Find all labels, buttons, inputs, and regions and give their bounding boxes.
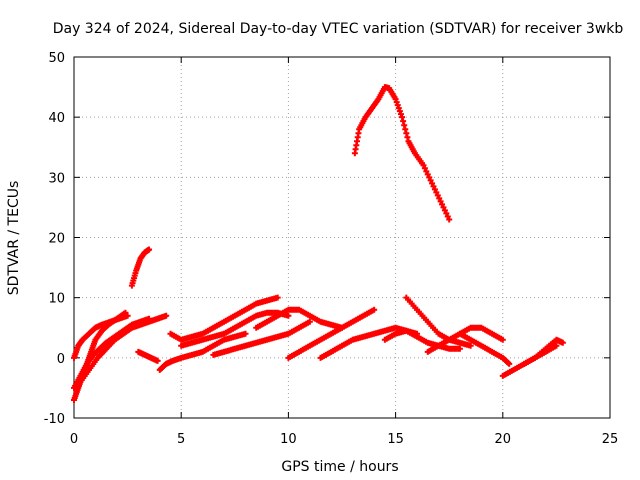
y-axis-label: SDTVAR / TECUs: [6, 181, 22, 296]
data-point: [396, 108, 403, 115]
series-arc-j: [253, 306, 345, 331]
series-arc-early-rise: [128, 246, 153, 289]
x-tick-label: 15: [387, 432, 404, 447]
x-tick-label: 20: [495, 432, 512, 447]
series-arc-c: [77, 312, 170, 385]
x-tick-label: 5: [177, 432, 185, 447]
data-point: [242, 330, 249, 337]
data-point: [433, 189, 440, 196]
axis-ticks: 0 5 10 15 20 25 -10 0 10 20 30 40 50: [44, 51, 619, 447]
data-point: [437, 198, 444, 205]
data-point: [436, 195, 443, 202]
data-point: [399, 114, 406, 121]
y-tick-label: -10: [44, 412, 65, 427]
x-tick-label: 0: [70, 432, 78, 447]
data-point: [427, 177, 434, 184]
y-tick-label: 20: [48, 232, 65, 247]
series-arc-p: [456, 330, 513, 367]
series-arc-o: [424, 324, 506, 355]
series-arc-e: [135, 348, 161, 364]
data-point: [431, 186, 438, 193]
data-point: [559, 339, 566, 346]
data-point: [395, 105, 402, 112]
y-tick-label: 40: [48, 111, 65, 126]
chart-title: Day 324 of 2024, Sidereal Day-to-day VTE…: [53, 21, 624, 37]
x-axis-label: GPS time / hours: [281, 459, 398, 475]
data-point: [430, 183, 437, 190]
y-tick-label: 50: [48, 51, 65, 66]
data-point: [371, 306, 378, 313]
data-point: [441, 207, 448, 214]
data-points: [71, 84, 566, 403]
data-point: [163, 312, 170, 319]
series-arc-n: [403, 294, 474, 349]
data-point: [423, 168, 430, 175]
data-point: [443, 210, 450, 217]
data-point: [394, 102, 401, 109]
series-arc-r: [521, 336, 566, 367]
data-point: [401, 122, 408, 129]
data-point: [420, 162, 427, 169]
x-tick-label: 25: [602, 432, 619, 447]
data-point: [444, 213, 451, 220]
data-point: [306, 318, 313, 325]
data-point: [397, 111, 404, 118]
series-arc-high-peak: [351, 84, 453, 223]
data-point: [146, 246, 153, 253]
y-tick-label: 0: [57, 352, 65, 367]
data-point: [403, 130, 410, 137]
data-point: [400, 118, 407, 125]
x-tick-label: 10: [280, 432, 297, 447]
data-point: [456, 345, 463, 352]
y-tick-label: 30: [48, 171, 65, 186]
data-point: [274, 294, 281, 301]
y-tick-label: 10: [48, 292, 65, 307]
data-point: [285, 312, 292, 319]
data-point: [429, 180, 436, 187]
grid-lines: [74, 57, 610, 418]
data-point: [506, 360, 513, 367]
data-point: [421, 165, 428, 172]
data-point: [426, 174, 433, 181]
data-point: [434, 192, 441, 199]
data-point: [499, 336, 506, 343]
data-point: [439, 201, 446, 208]
series-arc-f: [156, 330, 249, 373]
data-point: [393, 99, 400, 106]
data-point: [402, 126, 409, 133]
data-point: [446, 216, 453, 223]
data-point: [553, 342, 560, 349]
series-arc-g: [167, 294, 281, 343]
series-arc-d: [71, 312, 131, 361]
data-point: [392, 96, 399, 103]
data-point: [424, 171, 431, 178]
data-point: [154, 357, 161, 364]
data-point: [404, 134, 411, 141]
series-arc-i: [210, 318, 313, 358]
data-point: [467, 342, 474, 349]
data-point: [124, 312, 131, 319]
data-point: [440, 204, 447, 211]
series-arc-k: [285, 306, 378, 361]
